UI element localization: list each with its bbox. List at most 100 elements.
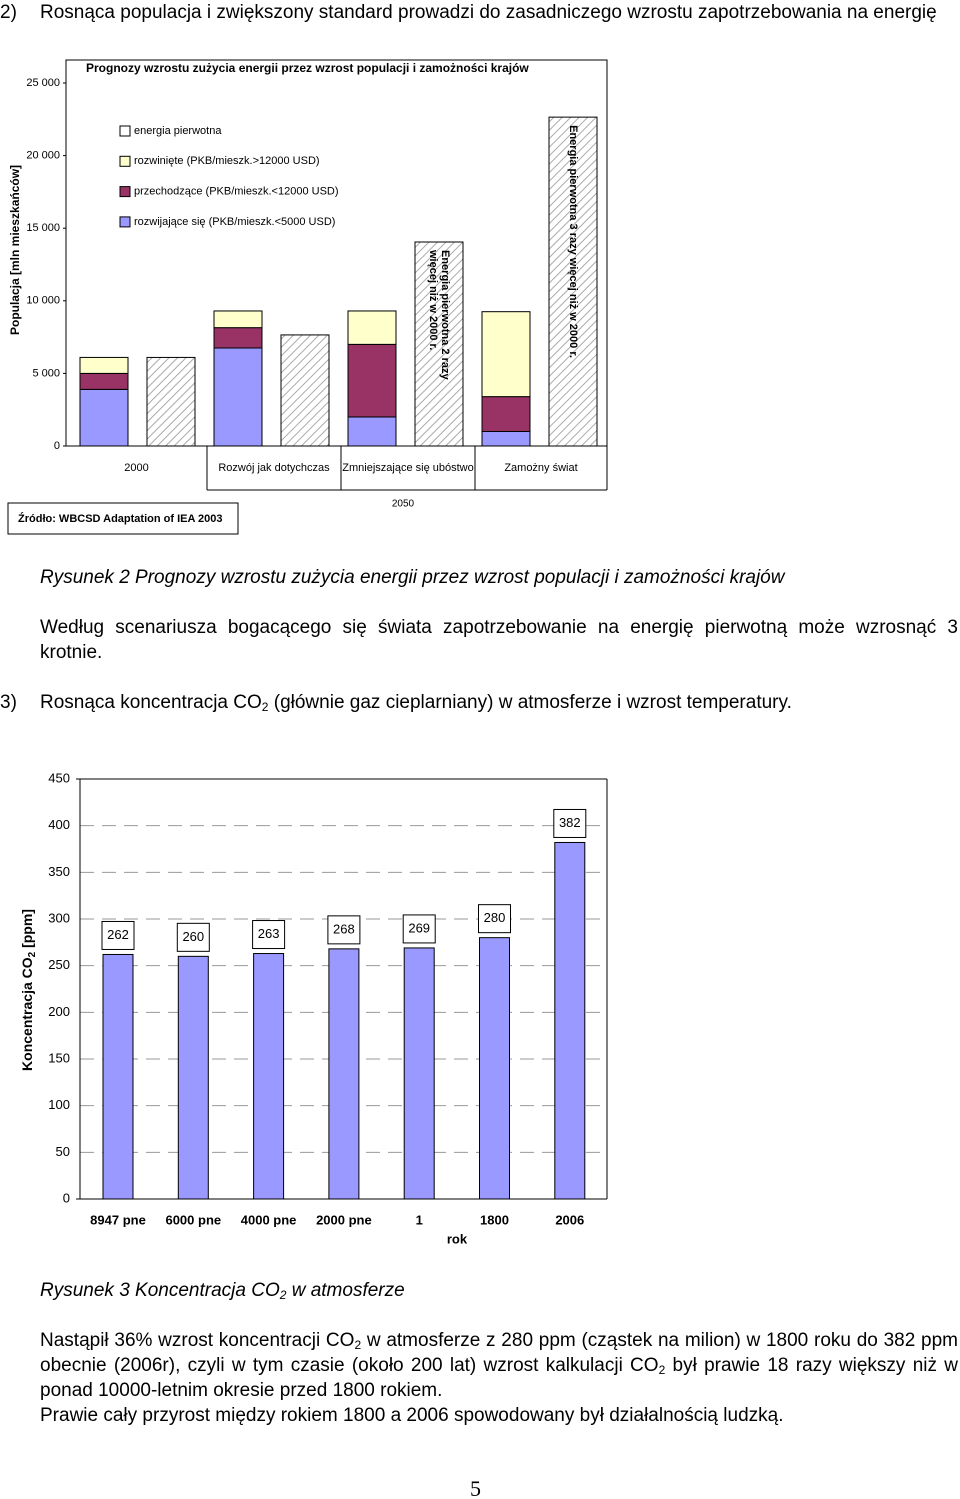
y-axis-label: Koncentracja CO2 [ppm]	[19, 909, 38, 1071]
value-label-box	[553, 808, 587, 838]
subscript: 2	[261, 700, 269, 714]
heading-text: Rosnąca koncentracja CO2 (głównie gaz ci…	[40, 690, 958, 715]
value-label: 268	[333, 921, 355, 936]
source-box	[7, 502, 239, 535]
paragraph: Według scenariusza bogacącego się świata…	[40, 617, 958, 663]
bar	[177, 955, 209, 1200]
plot-frame	[65, 59, 608, 447]
heading-number: 3)	[0, 692, 17, 713]
text: Nastąpił 36% wzrost koncentracji CO	[40, 1330, 355, 1351]
bar	[414, 241, 464, 447]
y-tick-label: 450	[48, 770, 70, 785]
bar	[280, 334, 330, 447]
subscript: 2	[27, 951, 38, 957]
value-label-box	[252, 920, 286, 950]
bar	[403, 947, 435, 1200]
bar	[548, 116, 598, 447]
y-tick-label: 200	[48, 1004, 70, 1019]
y-axis-label: Populacja [mln mieszkańców]	[8, 165, 22, 335]
legend-label: rozwijające się (PKB/mieszk.<5000 USD)	[134, 216, 335, 228]
x-tick-label: 8947 pne	[90, 1212, 146, 1227]
y-tick-label: 50	[56, 1144, 70, 1159]
bar	[253, 953, 285, 1200]
subscript: 2	[658, 1363, 666, 1377]
category-label: 2000	[124, 461, 149, 474]
source: Źródło: WBCSD Adaptation of IEA 2003	[18, 512, 223, 525]
bar-segment	[79, 356, 129, 374]
legend-label: rozwinięte (PKB/mieszk.>12000 USD)	[134, 155, 320, 167]
text: był prawie 18 razy większy niż w ponad 1…	[40, 1355, 958, 1401]
text: Rosnąca koncentracja CO	[40, 692, 262, 713]
bar	[146, 356, 196, 447]
bar-segment	[79, 372, 129, 390]
bar	[479, 937, 510, 1200]
y-tick-label: 5 000	[32, 367, 60, 379]
y-tick-label: 0	[54, 440, 60, 452]
legend-swatch	[119, 186, 131, 198]
value-label: 280	[484, 910, 506, 925]
y-tick-label: 150	[48, 1050, 70, 1065]
bar	[102, 953, 134, 1200]
bar-segment	[213, 327, 263, 349]
text: (głównie gaz cieplarniany) w atmosferze …	[268, 692, 792, 713]
x-tick-label: 6000 pne	[165, 1212, 221, 1227]
value-label: 382	[559, 815, 581, 830]
bar-segment	[347, 416, 397, 447]
heading-text: Rosnąca populacja i zwiększony standard …	[40, 2, 937, 23]
value-label-box	[402, 914, 436, 944]
y-tick-label: 25 000	[26, 77, 60, 89]
x-tick-label: Rozwój jak dotychczas	[218, 461, 330, 474]
annotation-line: więcej niż w 2000 r.	[427, 249, 439, 350]
subscript: 2	[354, 1338, 362, 1352]
y-tick-label: 250	[48, 957, 70, 972]
value-label-box	[101, 920, 135, 950]
annotation-line: Energia pierwotna 3 razy więcej niż w 20…	[567, 125, 579, 358]
value-label: 269	[408, 920, 430, 935]
text: w atmosferze z 280 ppm (cząstek na milio…	[40, 1330, 958, 1376]
heading: 2) Rosnąca populacja i zwiększony standa…	[0, 0, 958, 25]
paragraph: Nastąpił 36% wzrost koncentracji CO2 w a…	[40, 1328, 958, 1403]
bar	[554, 841, 586, 1200]
value-label-box	[176, 922, 210, 952]
annotation-line: Energia pierwotna 2 razy	[439, 250, 451, 380]
x-tick-label: 1	[416, 1212, 423, 1227]
page-number: 5	[470, 1476, 481, 1499]
x-tick-label: 2006	[555, 1212, 584, 1227]
legend-label: przechodzące (PKB/mieszk.<12000 USD)	[134, 186, 339, 198]
x-tick-label: Zmniejszające się ubóstwo	[342, 461, 474, 474]
value-label-box	[478, 904, 511, 934]
bar-segment	[481, 430, 531, 447]
bar-segment	[347, 310, 397, 345]
y-tick-label: 10 000	[26, 295, 60, 307]
x-tick-label: Zamożny świat	[504, 461, 578, 474]
group-label: 2050	[392, 499, 415, 510]
y-tick-label: 300	[48, 910, 70, 925]
category-label: Zamożny świat	[504, 461, 578, 474]
text: Rysunek 3 Koncentracja CO	[40, 1280, 280, 1301]
annotation: Energia pierwotna 3 razy więcej niż w 20…	[567, 125, 579, 358]
y-tick-label: 400	[48, 817, 70, 832]
bar-segment	[347, 343, 397, 418]
text: w atmosferze	[286, 1280, 405, 1301]
value-label: 263	[258, 926, 280, 941]
category-label: Zmniejszające się ubóstwo	[342, 461, 474, 474]
y-tick-label: 350	[48, 864, 70, 879]
value-label: 260	[182, 929, 204, 944]
bar-segment	[481, 396, 531, 432]
y-tick-label: 100	[48, 1097, 70, 1112]
heading-number: 2)	[0, 2, 17, 23]
category-label: Rozwój jak dotychczas	[218, 461, 330, 474]
value-label: 262	[107, 927, 129, 942]
bar-segment	[79, 388, 129, 447]
legend-swatch	[119, 155, 131, 167]
text: [ppm]	[19, 909, 35, 952]
bar-segment	[213, 347, 263, 447]
y-tick-label: 20 000	[26, 150, 60, 162]
x-tick-label: 2000 pne	[316, 1212, 372, 1227]
bar	[328, 948, 360, 1200]
figure-caption: Rysunek 3 Koncentracja CO2 w atmosferze	[40, 1278, 958, 1303]
y-tick-label: 15 000	[26, 222, 60, 234]
